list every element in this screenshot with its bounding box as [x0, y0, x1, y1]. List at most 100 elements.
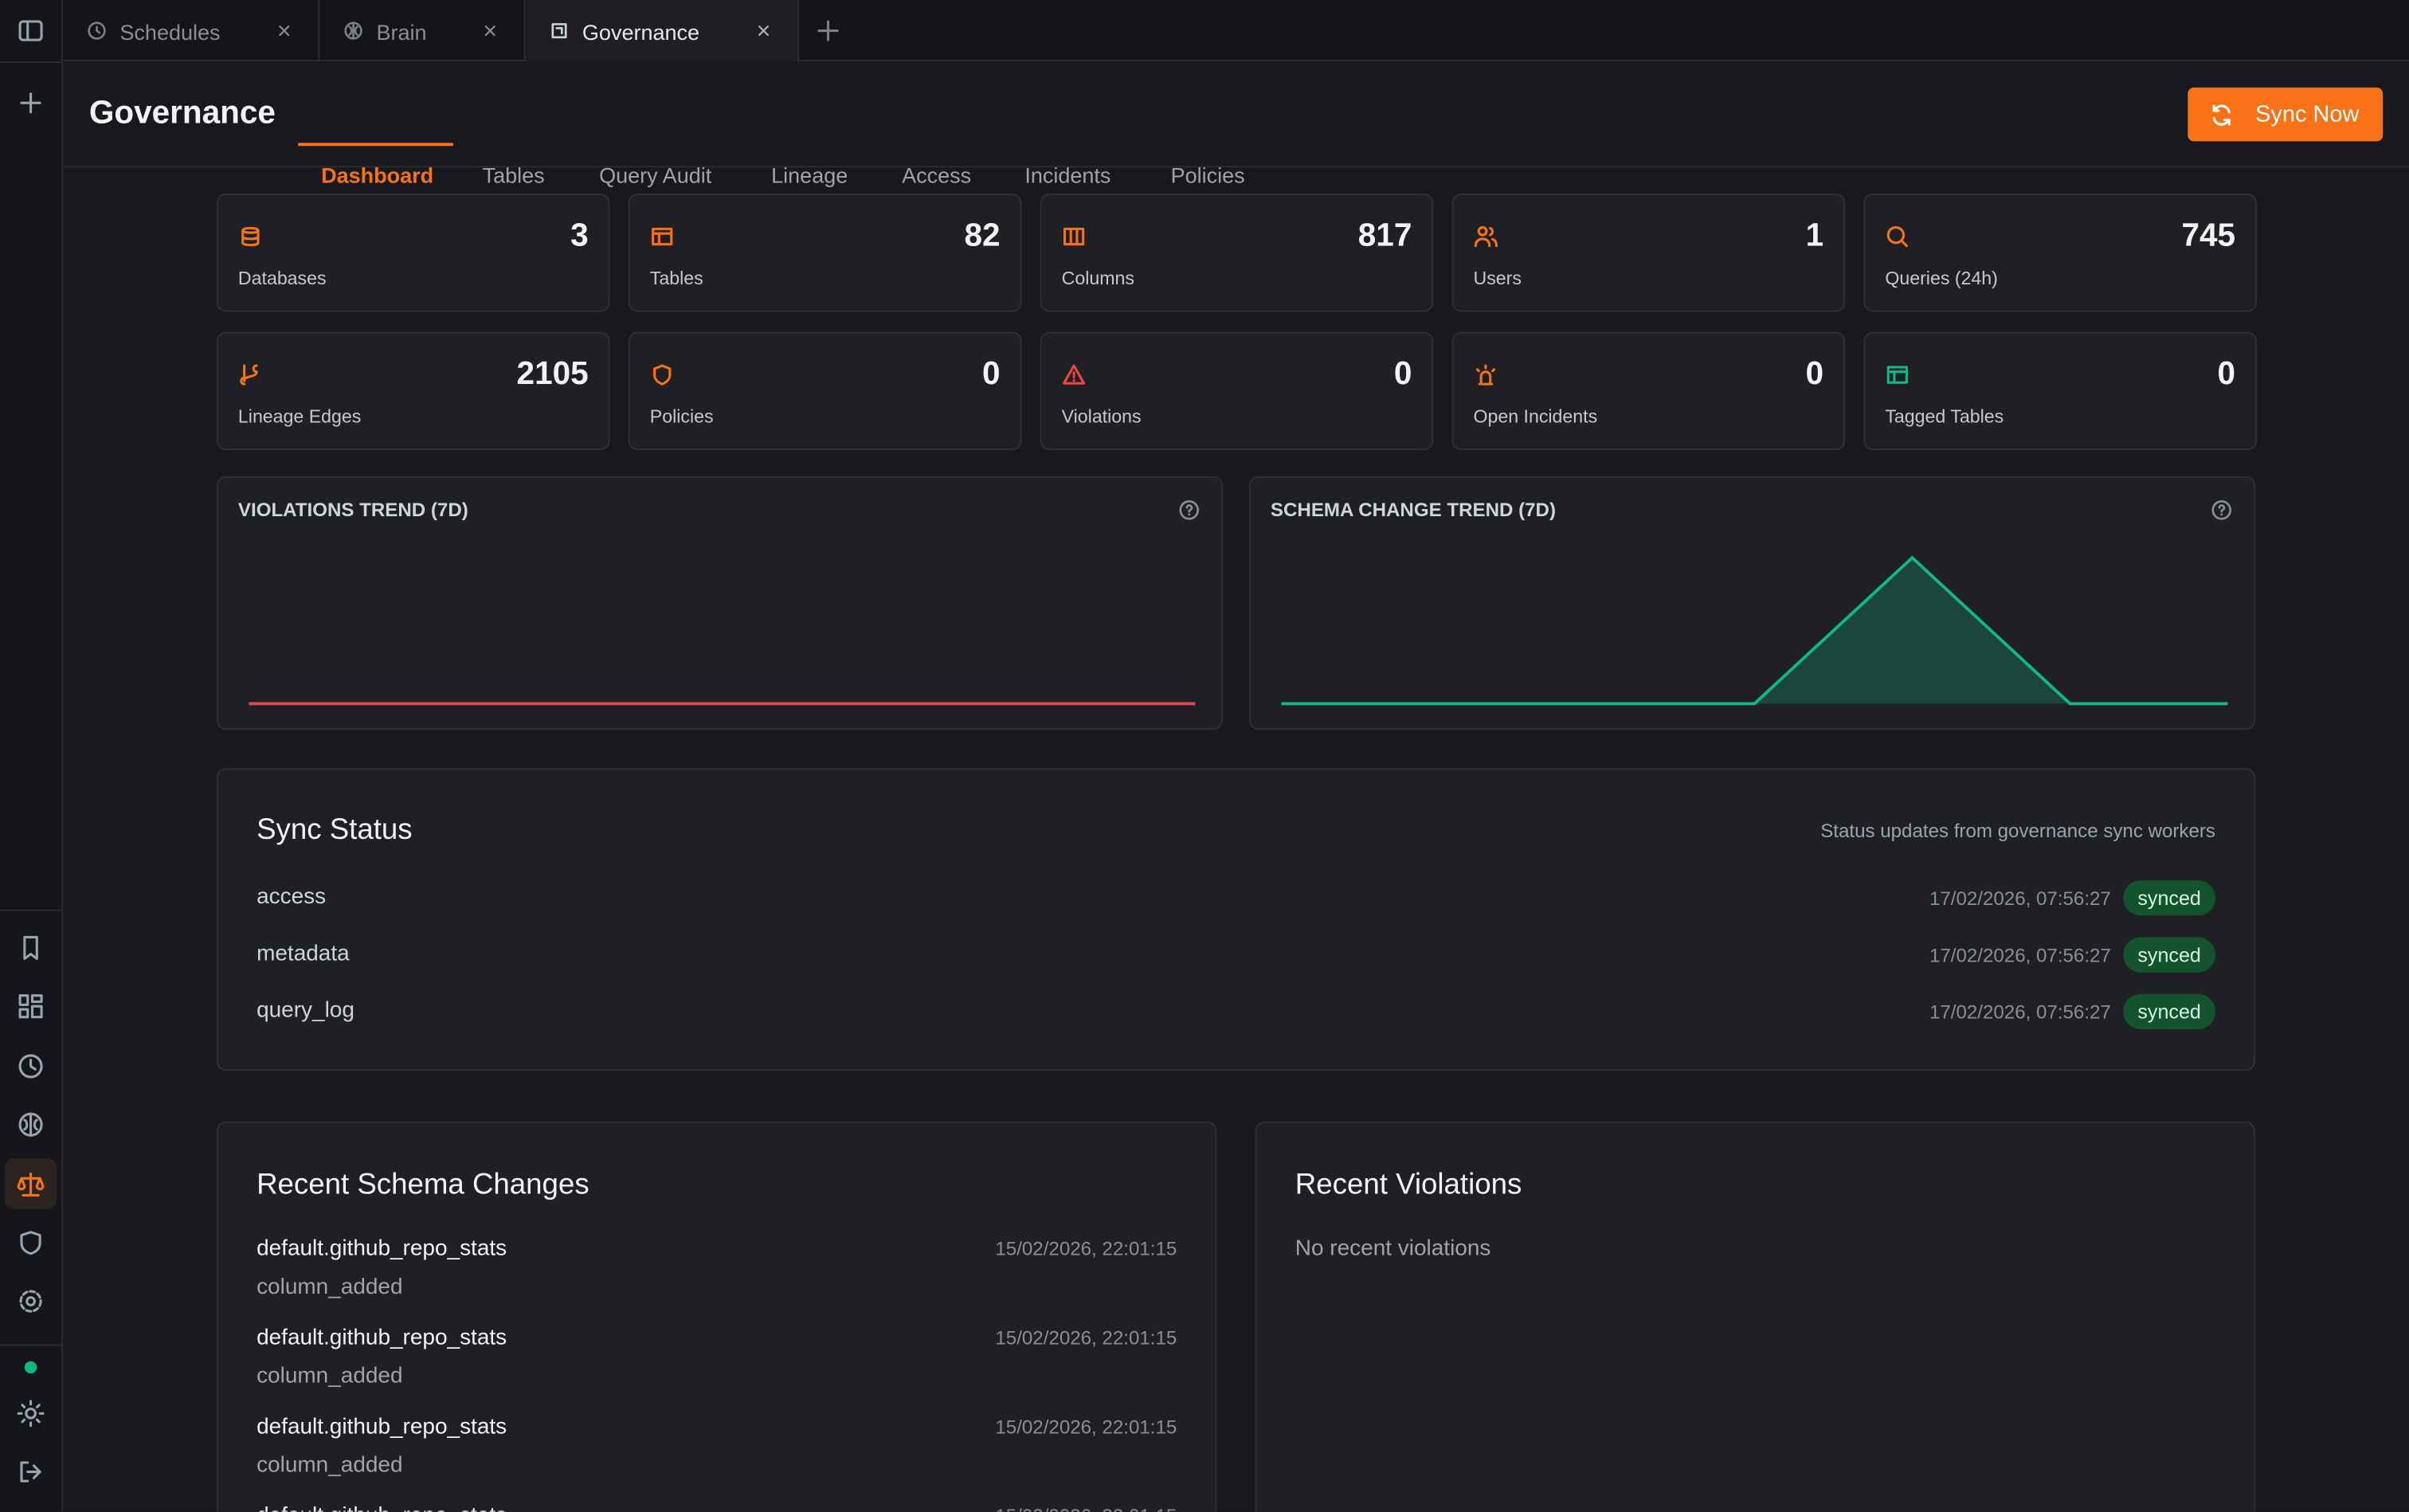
- change-type: column_added: [257, 1275, 403, 1300]
- sync-status-card: Sync Status Status updates from governanc…: [216, 768, 2256, 1071]
- change-table: default.github_repo_stats: [257, 1326, 507, 1351]
- stat-label: Tables: [649, 267, 703, 289]
- chart-plot: [249, 702, 1196, 706]
- status-badge: synced: [2123, 993, 2215, 1030]
- close-tab[interactable]: [755, 22, 773, 40]
- stat-card: 2105 Lineage Edges: [216, 331, 610, 451]
- tab[interactable]: Schedules: [63, 0, 320, 62]
- stat-value: 0: [1805, 356, 1824, 392]
- theme-toggle[interactable]: [17, 1400, 45, 1428]
- stat-card: 0 Violations: [1040, 331, 1434, 451]
- stat-label: Columns: [1061, 267, 1134, 289]
- tab-icon: [88, 22, 106, 40]
- sync-icon: [2212, 104, 2231, 126]
- stat-icon: [1062, 364, 1086, 385]
- icon-path: [758, 25, 769, 37]
- tab-bar: Schedules Brain Governance: [63, 0, 2409, 62]
- icon-path: [344, 22, 362, 40]
- chart-card: VIOLATIONS TREND (7D): [216, 476, 1224, 731]
- status-badge: synced: [2123, 880, 2215, 916]
- stat-card: 1 Users: [1451, 193, 1846, 312]
- stat-icon: [1886, 225, 1908, 248]
- help-icon[interactable]: [1178, 499, 1200, 521]
- stat-label: Users: [1473, 267, 1522, 289]
- stat-label: Open Incidents: [1473, 405, 1598, 428]
- tab[interactable]: Governance: [525, 0, 799, 62]
- dashboards[interactable]: [17, 993, 45, 1020]
- help-icon[interactable]: [2211, 499, 2232, 521]
- icon-path: [1474, 225, 1498, 248]
- stat-card: 0 Tagged Tables: [1863, 331, 2258, 451]
- nav-item[interactable]: Dashboard: [321, 163, 434, 188]
- bookmarks[interactable]: [17, 934, 45, 962]
- icon-path: [279, 25, 290, 37]
- stat-card: 3 Databases: [216, 193, 610, 312]
- recent-violations-card: Recent Violations No recent violations: [1255, 1121, 2256, 1512]
- icon-path: [1886, 366, 1908, 384]
- nav-item[interactable]: Query Audit: [599, 163, 712, 188]
- stat-label: Lineage Edges: [237, 405, 362, 428]
- nav-item[interactable]: Access: [902, 163, 972, 188]
- empty-state: No recent violations: [1295, 1236, 1491, 1262]
- icon-path: [88, 22, 106, 40]
- recent-schema-card: Recent Schema Changes default.github_repo…: [216, 1121, 1217, 1512]
- chart-card: SCHEMA CHANGE TREND (7D): [1248, 476, 2256, 731]
- change-type: column_added: [257, 1364, 403, 1389]
- governance[interactable]: [17, 1171, 45, 1199]
- sync-time: 17/02/2026, 07:56:27: [1929, 887, 2111, 910]
- stat-card: 745 Queries (24h): [1863, 193, 2258, 312]
- help-q: [1185, 504, 1193, 516]
- help-circle: [1179, 499, 1200, 520]
- tab-icon: [551, 23, 567, 39]
- stat-value: 82: [964, 217, 1001, 254]
- icon-path: [1062, 364, 1086, 385]
- stat-label: Tagged Tables: [1885, 405, 2004, 428]
- change-time: 15/02/2026, 22:01:15: [995, 1327, 1177, 1349]
- stat-icon: [1886, 366, 1908, 384]
- settings[interactable]: [17, 1287, 45, 1315]
- stat-value: 2105: [516, 356, 589, 392]
- nav-item[interactable]: Lineage: [771, 163, 848, 188]
- schedules[interactable]: [17, 1052, 45, 1080]
- icon-path: [653, 364, 672, 386]
- area-fill: [1281, 558, 2228, 704]
- change-table: default.github_repo_stats: [257, 1415, 507, 1440]
- icon-path: [652, 227, 673, 246]
- icon-path: [1475, 364, 1496, 386]
- sync-now-label: Sync Now: [2255, 101, 2360, 128]
- change-table: default.github_repo_stats: [257, 1236, 507, 1262]
- icon-path: [240, 364, 258, 386]
- icon-path: [1063, 227, 1085, 246]
- close-tab[interactable]: [276, 22, 293, 40]
- area-line: [1281, 555, 2228, 706]
- new-tab[interactable]: [816, 18, 840, 43]
- stat-value: 3: [570, 217, 589, 254]
- tab[interactable]: Brain: [319, 0, 526, 62]
- sync-time: 17/02/2026, 07:56:27: [1929, 1001, 2111, 1024]
- nav-item[interactable]: Policies: [1170, 163, 1245, 188]
- stat-value: 817: [1357, 217, 1412, 254]
- icon-path: [241, 226, 260, 247]
- logout[interactable]: [17, 1458, 45, 1486]
- sync-name: access: [257, 884, 327, 910]
- new-button[interactable]: [17, 89, 45, 117]
- security[interactable]: [17, 1229, 45, 1257]
- tab-label: Schedules: [119, 20, 221, 45]
- sync-now-button[interactable]: Sync Now: [2188, 87, 2384, 142]
- nav-item[interactable]: Tables: [482, 163, 545, 188]
- stat-label: Violations: [1061, 405, 1142, 428]
- stat-icon: [1063, 227, 1085, 246]
- close-tab[interactable]: [481, 22, 499, 40]
- nav-item[interactable]: Incidents: [1024, 163, 1111, 188]
- tab-label: Governance: [582, 20, 700, 45]
- change-time: 15/02/2026, 22:01:15: [995, 1238, 1177, 1260]
- page-title: Governance: [88, 95, 276, 131]
- stat-card: 0 Policies: [628, 331, 1022, 451]
- brain[interactable]: [17, 1110, 45, 1138]
- stat-icon: [240, 364, 258, 386]
- toggle-sidebar[interactable]: [17, 17, 45, 45]
- sync-time: 17/02/2026, 07:56:27: [1929, 945, 2111, 967]
- sync-name: query_log: [257, 998, 354, 1024]
- chart-title: SCHEMA CHANGE TREND (7D): [1270, 499, 1556, 521]
